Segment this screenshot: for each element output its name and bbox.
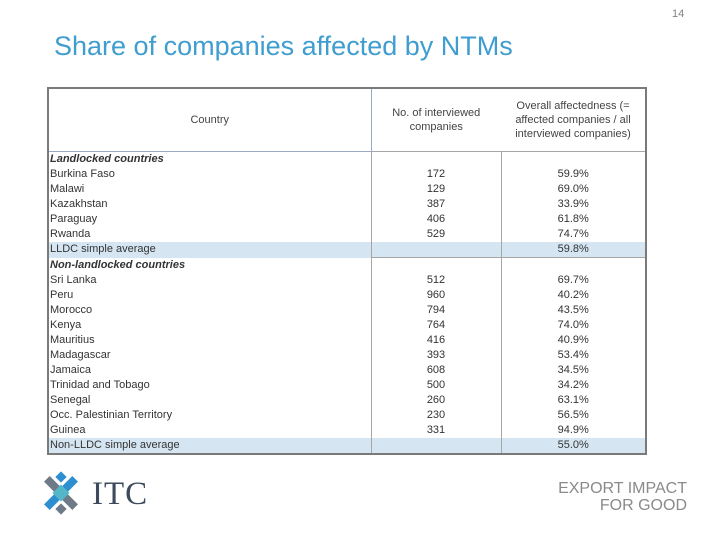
country-cell: Paraguay xyxy=(50,213,98,225)
affectedness-cell: 94.9% xyxy=(500,423,646,438)
country-cell: Guinea xyxy=(50,424,86,436)
itc-cross-logo-icon xyxy=(44,471,78,515)
affectedness-cell: 53.4% xyxy=(500,348,646,363)
companies-cell: 393 xyxy=(370,348,501,363)
country-cell: Mauritius xyxy=(50,334,95,346)
affectedness-cell xyxy=(500,151,646,167)
table-row: Kenya 764 74.0% xyxy=(48,318,646,333)
companies-cell xyxy=(370,151,501,167)
affectedness-cell: 59.9% xyxy=(500,167,646,182)
affectedness-cell: 34.2% xyxy=(500,378,646,393)
country-cell: Kazakhstan xyxy=(50,198,108,210)
ntm-affectedness-table: Country No. of interviewed companies Ove… xyxy=(47,87,647,455)
table-row: Burkina Faso 172 59.9% xyxy=(48,167,646,182)
affectedness-cell: 69.7% xyxy=(500,273,646,288)
country-cell: Trinidad and Tobago xyxy=(50,379,150,391)
affectedness-cell: 34.5% xyxy=(500,363,646,378)
tagline-line-2: FOR GOOD xyxy=(599,497,687,514)
country-cell: Burkina Faso xyxy=(50,168,115,180)
country-cell: Sri Lanka xyxy=(50,274,97,286)
table-row: Peru 960 40.2% xyxy=(48,288,646,303)
country-cell: Non-landlocked countries xyxy=(50,258,186,271)
companies-cell: 764 xyxy=(370,318,501,333)
country-cell: LLDC simple average xyxy=(48,242,371,258)
header-country: Country xyxy=(47,87,372,152)
country-cell: Landlocked countries xyxy=(48,151,371,167)
page-number: 14 xyxy=(672,8,685,20)
table-row: Rwanda 529 74.7% xyxy=(48,227,646,242)
country-cell: Peru xyxy=(50,289,74,301)
country-cell: Jamaica xyxy=(50,364,91,376)
companies-cell: 331 xyxy=(370,423,501,438)
table-row: Sri Lanka 512 69.7% xyxy=(48,273,646,288)
affectedness-cell: 56.5% xyxy=(500,408,646,423)
companies-cell: 529 xyxy=(370,227,501,242)
affectedness-cell: 61.8% xyxy=(500,212,646,227)
affectedness-cell: 63.1% xyxy=(500,393,646,408)
table-row: Jamaica 608 34.5% xyxy=(48,363,646,378)
country-cell: Non-LLDC simple average xyxy=(48,438,371,454)
affectedness-cell: 69.0% xyxy=(500,182,646,197)
table-row: Kazakhstan 387 33.9% xyxy=(48,197,646,212)
companies-cell: 500 xyxy=(370,378,501,393)
table-average-row: Non-LLDC simple average 55.0% xyxy=(48,438,646,454)
affectedness-cell: 40.9% xyxy=(500,333,646,348)
affectedness-cell: 40.2% xyxy=(500,288,646,303)
header-interviewed-companies: No. of interviewed companies xyxy=(371,88,501,152)
table-row: Madagascar 393 53.4% xyxy=(48,348,646,363)
affectedness-cell: 55.0% xyxy=(500,438,646,454)
companies-cell: 387 xyxy=(370,197,501,212)
companies-cell: 416 xyxy=(370,333,501,348)
tagline-line-1: EXPORT IMPACT xyxy=(558,480,687,497)
companies-cell xyxy=(370,242,501,258)
table-body: Landlocked countries Burkina Faso 172 59.9%… xyxy=(48,151,646,454)
country-cell: Rwanda xyxy=(50,228,91,240)
companies-cell: 512 xyxy=(370,273,501,288)
country-cell: Madagascar xyxy=(50,349,111,361)
table-group-row: Landlocked countries xyxy=(48,151,646,167)
companies-cell: 960 xyxy=(370,288,501,303)
country-cell: Senegal xyxy=(50,394,91,406)
companies-cell: 129 xyxy=(370,182,501,197)
country-cell: Morocco xyxy=(50,304,93,316)
affectedness-cell: 43.5% xyxy=(500,303,646,318)
itc-logo xyxy=(36,468,166,518)
companies-cell xyxy=(370,438,501,454)
affectedness-cell: 59.8% xyxy=(500,242,646,258)
affectedness-cell xyxy=(500,257,646,273)
companies-cell: 794 xyxy=(370,303,501,318)
affectedness-cell: 33.9% xyxy=(500,197,646,212)
table-row: Malawi 129 69.0% xyxy=(48,182,646,197)
table-row: Guinea 331 94.9% xyxy=(48,423,646,438)
companies-cell: 172 xyxy=(370,167,501,182)
tagline: EXPORT IMPACT FOR GOOD xyxy=(555,480,687,514)
table-row: Morocco 794 43.5% xyxy=(48,303,646,318)
companies-cell: 406 xyxy=(370,212,501,227)
country-cell: Malawi xyxy=(50,183,85,195)
table-row: Occ. Palestinian Territory 230 56.5% xyxy=(48,408,646,423)
companies-cell xyxy=(370,257,501,273)
table-row: Senegal 260 63.1% xyxy=(48,393,646,408)
header-overall-affectedness: Overall affectedness (= affected compani… xyxy=(501,88,646,152)
affectedness-cell: 74.7% xyxy=(500,227,646,242)
table-row: Mauritius 416 40.9% xyxy=(48,333,646,348)
companies-cell: 260 xyxy=(370,393,501,408)
affectedness-cell: 74.0% xyxy=(500,318,646,333)
companies-cell: 608 xyxy=(370,363,501,378)
itc-logo-text: ITC xyxy=(92,476,149,512)
companies-cell: 230 xyxy=(370,408,501,423)
table-group-row: Non-landlocked countries xyxy=(48,257,646,273)
table-average-row: LLDC simple average 59.8% xyxy=(48,242,646,258)
slide-title: Share of companies affected by NTMs xyxy=(54,31,513,61)
country-cell: Occ. Palestinian Territory xyxy=(50,409,173,421)
table-row: Trinidad and Tobago 500 34.2% xyxy=(48,378,646,393)
country-cell: Kenya xyxy=(50,319,82,331)
table-row: Paraguay 406 61.8% xyxy=(48,212,646,227)
